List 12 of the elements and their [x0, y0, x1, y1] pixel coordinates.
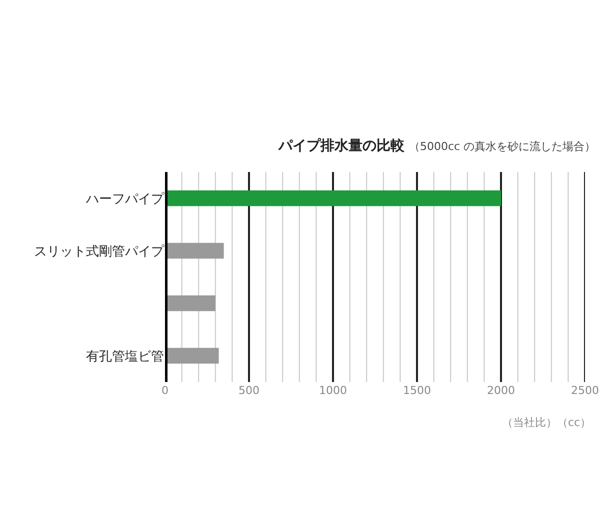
- y-tick-label: ハーフパイプ: [85, 192, 165, 207]
- x-tick-label: 1500: [403, 384, 431, 397]
- x-tick-label: 0: [162, 384, 168, 397]
- y-tick-label: 有孔管塩ビ管: [86, 349, 164, 364]
- y-tick-label: スリット式剛管パイプ: [34, 244, 165, 260]
- x-tick-label: 1000: [319, 384, 347, 397]
- chart-subtitle: （5000cc の真水を砂に流した場合）: [408, 140, 596, 153]
- x-tick-label: 500: [238, 384, 260, 397]
- x-tick-label: 2000: [487, 384, 515, 397]
- chart-title: パイプ排水量の比較: [278, 136, 406, 154]
- x-axis-title: （当社比）（cc）: [502, 416, 592, 429]
- x-tick-label: 2500: [571, 384, 599, 397]
